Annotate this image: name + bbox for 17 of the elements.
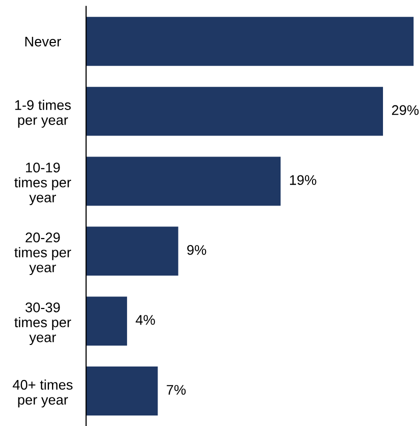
data-label: 4% — [136, 315, 155, 325]
bar — [86, 156, 281, 206]
y-tick-label: 10-19 times per year — [14, 162, 72, 206]
data-label: 9% — [187, 245, 206, 255]
bar — [86, 366, 158, 416]
bar — [86, 16, 414, 66]
bar — [86, 296, 128, 346]
data-label: 7% — [166, 384, 186, 395]
data-label: 29% — [392, 105, 419, 116]
y-tick-label: 20-29 times per year — [14, 232, 72, 276]
y-tick-label: Never — [25, 36, 62, 47]
y-tick-label: 30-39 times per year — [14, 302, 72, 345]
y-tick-label: 1-9 times per year — [15, 100, 71, 128]
data-label: 19% — [290, 175, 316, 185]
y-tick-label: 40+ times per year — [12, 380, 73, 408]
bar — [86, 86, 383, 136]
bar — [86, 226, 178, 276]
